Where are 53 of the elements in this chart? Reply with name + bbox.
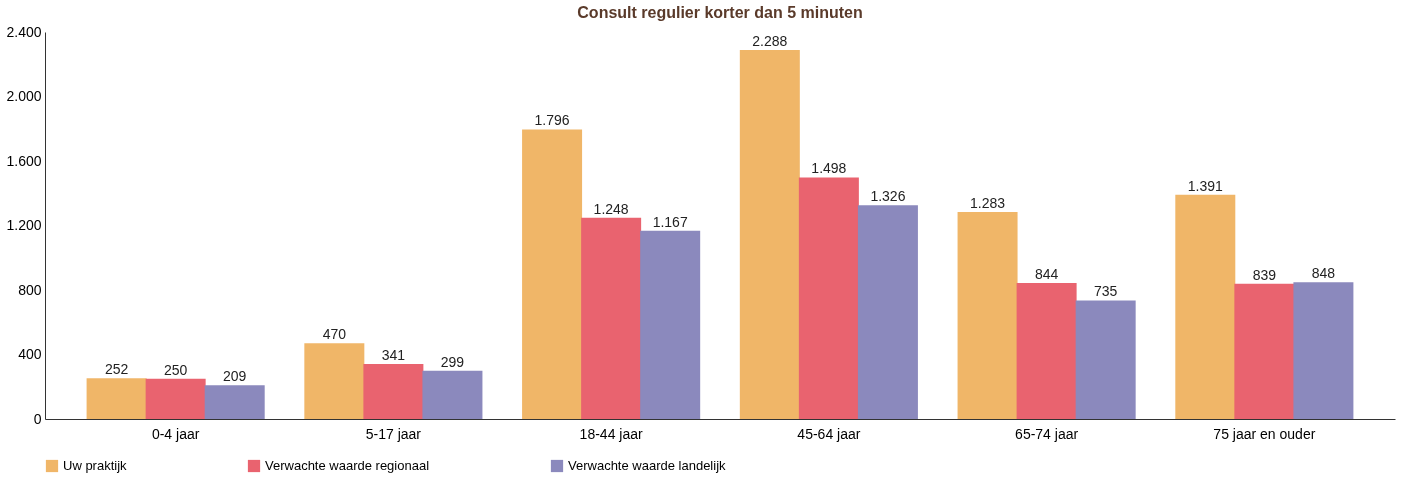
x-tick-label: 45-64 jaar — [797, 425, 861, 442]
legend-label: Verwachte waarde landelijk — [568, 458, 727, 473]
bar — [422, 370, 483, 419]
data-label: 1.283 — [970, 195, 1006, 212]
y-tick-label: 1.200 — [6, 217, 42, 233]
data-label: 1.391 — [1187, 177, 1224, 194]
bar — [581, 217, 642, 419]
data-label: 2.288 — [752, 33, 788, 50]
bar — [204, 385, 265, 419]
bar — [957, 212, 1018, 419]
y-tick-label: 2.400 — [6, 23, 42, 40]
data-label: 1.796 — [534, 112, 570, 129]
data-label: 299 — [440, 353, 465, 370]
bar — [522, 129, 583, 419]
y-tick-label: 1.600 — [6, 152, 42, 169]
legend-label: Verwachte waarde regionaal — [265, 458, 430, 473]
x-tick-label: 18-44 jaar — [579, 425, 643, 442]
bar — [1293, 282, 1354, 419]
bar — [1075, 300, 1136, 419]
bar — [1016, 282, 1077, 419]
data-label: 1.326 — [870, 188, 906, 205]
x-tick-label: 0-4 jaar — [151, 425, 200, 442]
y-tick-label: 400 — [18, 346, 42, 362]
bar — [857, 205, 918, 419]
data-label: 735 — [1093, 283, 1118, 300]
data-label: 1.167 — [652, 213, 688, 230]
bar — [363, 364, 424, 419]
data-label: 848 — [1311, 265, 1336, 282]
bar — [1175, 194, 1236, 419]
y-tick-label: 2.000 — [6, 88, 42, 104]
bar — [739, 50, 800, 419]
data-label: 1.248 — [593, 200, 629, 217]
data-label: 1.498 — [811, 160, 847, 177]
y-tick-label: 0 — [33, 410, 42, 427]
data-label: 209 — [223, 368, 247, 385]
bar — [798, 177, 859, 419]
data-label: 341 — [381, 347, 406, 364]
data-label: 839 — [1252, 266, 1277, 283]
legend-label: Uw praktijk — [63, 458, 128, 473]
data-label: 844 — [1034, 265, 1059, 282]
x-tick-label: 65-74 jaar — [1015, 425, 1079, 442]
chart-title: Consult regulier korter dan 5 minuten — [577, 4, 863, 21]
bar — [640, 230, 701, 419]
data-label: 252 — [104, 361, 129, 378]
y-tick-label: 800 — [18, 281, 42, 298]
bar — [145, 378, 206, 419]
data-label: 470 — [322, 326, 347, 343]
bar — [86, 378, 147, 419]
bar — [1234, 283, 1295, 419]
data-label: 250 — [163, 361, 188, 378]
x-tick-label: 5-17 jaar — [365, 425, 422, 442]
x-tick-label: 75 jaar en ouder — [1213, 425, 1316, 442]
bar — [304, 343, 365, 419]
